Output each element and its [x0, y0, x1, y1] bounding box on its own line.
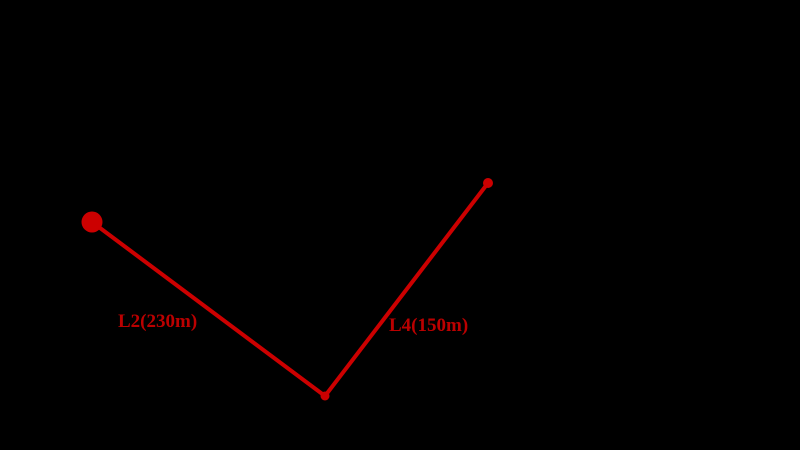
segment-l4-line[interactable]: [323, 181, 490, 398]
segment-l2-line[interactable]: [90, 220, 327, 398]
segment-l2-label: L2(230m): [118, 311, 198, 332]
end-node-marker[interactable]: [483, 178, 493, 188]
vertex-node-marker[interactable]: [320, 391, 330, 401]
segment-l4-label: L4(150m): [389, 315, 469, 336]
start-node-marker[interactable]: [81, 211, 103, 233]
